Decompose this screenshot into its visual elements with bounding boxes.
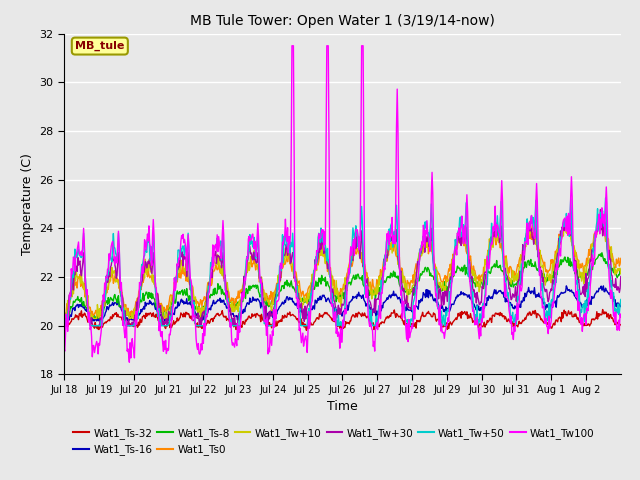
- Wat1_Tw+50: [60, 323, 68, 329]
- Wat1_Ts0: [60, 313, 68, 319]
- Wat1_Ts0: [255, 279, 263, 285]
- Line: Wat1_Tw+10: Wat1_Tw+10: [64, 220, 621, 318]
- Wat1_Tw+50: [602, 195, 609, 201]
- X-axis label: Time: Time: [327, 400, 358, 413]
- Wat1_Ts-32: [276, 319, 284, 324]
- Wat1_Tw+30: [60, 320, 68, 326]
- Wat1_Ts-16: [256, 300, 264, 306]
- Line: Wat1_Ts-32: Wat1_Ts-32: [64, 310, 621, 330]
- Line: Wat1_Tw100: Wat1_Tw100: [64, 46, 621, 362]
- Wat1_Tw100: [433, 291, 440, 297]
- Wat1_Ts0: [125, 313, 133, 319]
- Wat1_Tw+30: [617, 274, 625, 279]
- Wat1_Tw100: [401, 315, 409, 321]
- Wat1_Tw100: [125, 360, 133, 365]
- Wat1_Ts-8: [276, 288, 284, 293]
- Wat1_Tw100: [60, 345, 68, 350]
- Wat1_Tw+30: [432, 274, 440, 279]
- Wat1_Ts-16: [432, 298, 440, 303]
- Wat1_Ts-8: [598, 250, 606, 256]
- Wat1_Ts-16: [228, 311, 236, 316]
- Wat1_Ts-32: [303, 327, 310, 333]
- Wat1_Ts-32: [432, 316, 440, 322]
- Wat1_Tw100: [126, 340, 134, 346]
- Wat1_Tw+10: [228, 299, 236, 305]
- Wat1_Tw100: [228, 342, 236, 348]
- Wat1_Tw+50: [228, 323, 236, 329]
- Wat1_Ts-16: [563, 283, 570, 289]
- Title: MB Tule Tower: Open Water 1 (3/19/14-now): MB Tule Tower: Open Water 1 (3/19/14-now…: [190, 14, 495, 28]
- Wat1_Ts-8: [617, 270, 625, 276]
- Wat1_Ts0: [431, 261, 439, 267]
- Wat1_Tw+50: [276, 264, 284, 270]
- Wat1_Ts-8: [228, 301, 236, 307]
- Wat1_Tw+10: [400, 273, 408, 279]
- Wat1_Tw+50: [125, 323, 133, 329]
- Wat1_Tw+10: [617, 271, 625, 276]
- Wat1_Ts-32: [599, 307, 607, 312]
- Wat1_Ts-8: [125, 313, 133, 319]
- Line: Wat1_Tw+30: Wat1_Tw+30: [64, 209, 621, 326]
- Wat1_Tw100: [288, 43, 296, 48]
- Wat1_Tw+10: [596, 217, 604, 223]
- Wat1_Ts-8: [431, 274, 439, 280]
- Line: Wat1_Tw+50: Wat1_Tw+50: [64, 198, 621, 326]
- Wat1_Ts-8: [400, 286, 408, 291]
- Wat1_Tw+10: [255, 275, 263, 280]
- Wat1_Ts-32: [617, 322, 625, 327]
- Wat1_Tw+30: [256, 276, 264, 281]
- Line: Wat1_Ts-16: Wat1_Ts-16: [64, 286, 621, 321]
- Text: MB_tule: MB_tule: [75, 41, 125, 51]
- Wat1_Tw+10: [276, 279, 284, 285]
- Wat1_Ts0: [617, 255, 625, 261]
- Wat1_Tw+50: [617, 297, 625, 302]
- Wat1_Tw+50: [400, 303, 408, 309]
- Wat1_Tw+30: [401, 295, 408, 301]
- Wat1_Ts-16: [126, 316, 134, 322]
- Line: Wat1_Ts0: Wat1_Ts0: [64, 217, 621, 316]
- Wat1_Tw+10: [60, 315, 68, 321]
- Wat1_Ts-16: [617, 304, 625, 310]
- Legend: Wat1_Ts-32, Wat1_Ts-16, Wat1_Ts-8, Wat1_Ts0, Wat1_Tw+10, Wat1_Tw+30, Wat1_Tw+50,: Wat1_Ts-32, Wat1_Ts-16, Wat1_Ts-8, Wat1_…: [69, 424, 598, 459]
- Wat1_Tw+10: [431, 267, 439, 273]
- Wat1_Ts-16: [277, 302, 285, 308]
- Wat1_Tw100: [277, 261, 285, 266]
- Line: Wat1_Ts-8: Wat1_Ts-8: [64, 253, 621, 318]
- Wat1_Tw100: [617, 314, 625, 320]
- Wat1_Tw+30: [596, 206, 604, 212]
- Wat1_Ts-32: [228, 321, 236, 327]
- Wat1_Ts-16: [61, 318, 68, 324]
- Wat1_Ts0: [400, 274, 408, 280]
- Wat1_Ts-16: [401, 303, 408, 309]
- Wat1_Ts-8: [60, 315, 68, 321]
- Wat1_Tw+10: [125, 315, 133, 321]
- Wat1_Tw+30: [61, 323, 69, 329]
- Wat1_Tw+30: [228, 322, 236, 328]
- Wat1_Tw100: [256, 277, 264, 283]
- Wat1_Ts0: [228, 295, 236, 301]
- Wat1_Ts-32: [255, 312, 263, 318]
- Wat1_Ts-8: [255, 290, 263, 296]
- Wat1_Ts0: [276, 268, 284, 274]
- Wat1_Ts-32: [125, 323, 133, 329]
- Wat1_Tw+50: [431, 279, 439, 285]
- Wat1_Tw+30: [126, 323, 134, 329]
- Wat1_Tw+30: [277, 270, 285, 276]
- Wat1_Ts-32: [401, 318, 408, 324]
- Wat1_Ts-16: [60, 315, 68, 321]
- Wat1_Ts-32: [60, 321, 68, 327]
- Wat1_Tw+50: [255, 270, 263, 276]
- Wat1_Ts0: [595, 215, 603, 220]
- Y-axis label: Temperature (C): Temperature (C): [20, 153, 34, 255]
